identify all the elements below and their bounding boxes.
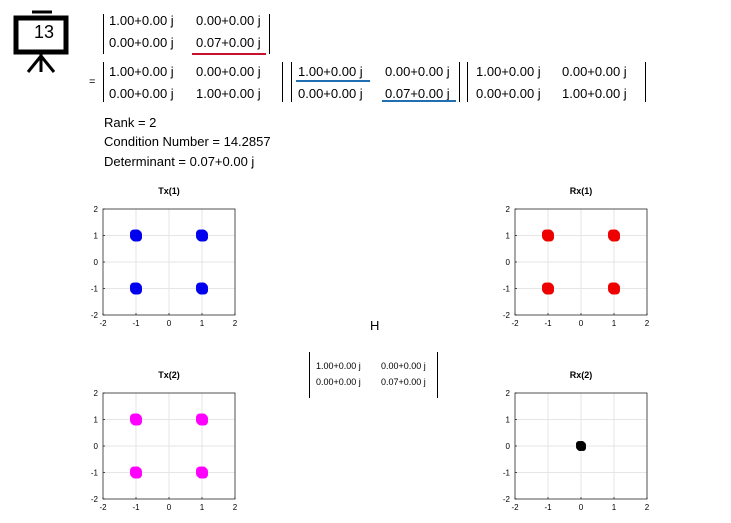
data-point-cluster <box>130 413 142 426</box>
plot-title: Rx(1) <box>570 186 593 196</box>
data-point-cluster <box>608 282 620 295</box>
x-tick-label: 1 <box>200 319 205 328</box>
y-tick-label: 2 <box>94 205 99 214</box>
y-tick-label: 0 <box>506 258 511 267</box>
channel-matrix-cell: 0.07+0.00 j <box>381 377 426 387</box>
u-matrix-cell: 0.00+0.00 j <box>196 64 261 79</box>
x-tick-label: 1 <box>200 503 205 512</box>
y-tick-label: 1 <box>506 232 511 241</box>
x-tick-label: 2 <box>233 503 238 512</box>
v-matrix-cell: 1.00+0.00 j <box>562 86 627 101</box>
y-tick-label: 1 <box>94 232 99 241</box>
y-tick-label: 2 <box>506 389 511 398</box>
scatter-svg: -2 -1 0 1 2 2 1 0 -1 -2 Tx(1) <box>91 186 238 328</box>
y-tick-label: -2 <box>503 311 511 320</box>
scatter-svg: -2 -1 0 1 2 2 1 0 -1 -2 Rx(2) <box>503 370 650 512</box>
s-matrix-cell: 1.00+0.00 j <box>298 64 363 79</box>
x-tick-label: 1 <box>612 319 617 328</box>
v-matrix-cell: 0.00+0.00 j <box>476 86 541 101</box>
y-tick-label: -2 <box>91 311 99 320</box>
x-tick-label: 0 <box>167 503 172 512</box>
top-matrix-cell: 1.00+0.00 j <box>109 13 174 28</box>
u-matrix-cell: 0.00+0.00 j <box>109 86 174 101</box>
y-tick-label: 2 <box>506 205 511 214</box>
x-tick-label: -1 <box>544 503 552 512</box>
x-tick-label: -1 <box>132 319 140 328</box>
x-tick-label: -2 <box>99 503 107 512</box>
scatter-svg: -2 -1 0 1 2 2 1 0 -1 -2 Rx(1) <box>503 186 650 328</box>
data-point-cluster <box>196 466 208 479</box>
condition-number-text: Condition Number = 14.2857 <box>104 134 271 149</box>
data-point-cluster <box>130 282 142 295</box>
x-tick-label: -1 <box>544 319 552 328</box>
channel-matrix-cell: 1.00+0.00 j <box>316 361 361 371</box>
x-tick-label: -2 <box>511 503 519 512</box>
s-matrix-cell: 0.00+0.00 j <box>385 64 450 79</box>
y-tick-label: -1 <box>503 469 511 478</box>
y-tick-label: 1 <box>94 416 99 425</box>
x-tick-label: -2 <box>99 319 107 328</box>
rank-text: Rank = 2 <box>104 115 157 130</box>
v-matrix-cell: 0.00+0.00 j <box>562 64 627 79</box>
top-matrix-cell: 0.00+0.00 j <box>109 35 174 50</box>
y-tick-label: 0 <box>94 442 99 451</box>
plot-title: Rx(2) <box>570 370 593 380</box>
x-tick-label: 0 <box>167 319 172 328</box>
y-tick-label: 2 <box>94 389 99 398</box>
channel-matrix-cell: 0.00+0.00 j <box>381 361 426 371</box>
highlight-underline <box>296 80 370 82</box>
u-matrix-cell: 1.00+0.00 j <box>196 86 261 101</box>
s-matrix-cell: 0.07+0.00 j <box>385 86 450 101</box>
plot-title: Tx(1) <box>158 186 180 196</box>
u-matrix-cell: 1.00+0.00 j <box>109 64 174 79</box>
scatter-svg: -2 -1 0 1 2 2 1 0 -1 -2 Tx(2) <box>91 370 238 512</box>
y-tick-label: -2 <box>503 495 511 504</box>
data-point-cluster <box>542 229 554 242</box>
channel-matrix-cell: 0.00+0.00 j <box>316 377 361 387</box>
x-tick-label: 0 <box>579 319 584 328</box>
data-point-cluster <box>196 413 208 426</box>
data-point-cluster <box>130 229 142 242</box>
x-tick-label: 2 <box>645 319 650 328</box>
x-tick-label: 2 <box>233 319 238 328</box>
top-matrix-cell: 0.00+0.00 j <box>196 13 261 28</box>
top-matrix-cell: 0.07+0.00 j <box>196 35 261 50</box>
y-tick-label: -1 <box>91 469 99 478</box>
plot-title: Tx(2) <box>158 370 180 380</box>
x-tick-label: 1 <box>612 503 617 512</box>
channel-label: H <box>370 318 380 333</box>
data-point-cluster <box>576 441 586 451</box>
equals-sign: = <box>89 76 96 88</box>
y-tick-label: 1 <box>506 416 511 425</box>
highlight-underline <box>192 53 266 55</box>
y-tick-label: -1 <box>91 285 99 294</box>
y-tick-label: 0 <box>94 258 99 267</box>
data-point-cluster <box>542 282 554 295</box>
x-tick-label: -2 <box>511 319 519 328</box>
y-tick-label: -1 <box>503 285 511 294</box>
x-tick-label: -1 <box>132 503 140 512</box>
data-point-cluster <box>196 229 208 242</box>
y-tick-label: -2 <box>91 495 99 504</box>
v-matrix-cell: 1.00+0.00 j <box>476 64 541 79</box>
data-point-cluster <box>608 229 620 242</box>
data-point-cluster <box>196 282 208 295</box>
presentation-board-icon <box>13 10 69 73</box>
x-tick-label: 0 <box>579 503 584 512</box>
determinant-text: Determinant = 0.07+0.00 j <box>104 154 255 169</box>
highlight-underline <box>382 100 456 102</box>
y-tick-label: 0 <box>506 442 511 451</box>
slide-number: 13 <box>33 22 55 42</box>
s-matrix-cell: 0.00+0.00 j <box>298 86 363 101</box>
data-point-cluster <box>130 466 142 479</box>
x-tick-label: 2 <box>645 503 650 512</box>
